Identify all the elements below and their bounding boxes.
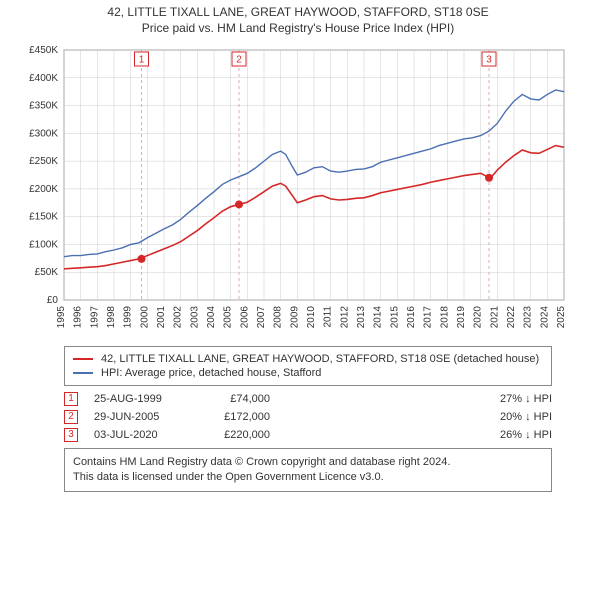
svg-text:3: 3 xyxy=(486,55,492,66)
event-diff: 27% ↓ HPI xyxy=(286,393,552,405)
svg-text:2009: 2009 xyxy=(289,306,300,329)
svg-text:2016: 2016 xyxy=(406,306,417,329)
svg-text:2006: 2006 xyxy=(239,306,250,329)
legend-item-property: 42, LITTLE TIXALL LANE, GREAT HAYWOOD, S… xyxy=(73,352,543,366)
svg-text:2000: 2000 xyxy=(139,306,150,329)
title-line-2: Price paid vs. HM Land Registry's House … xyxy=(4,20,592,36)
svg-text:£350K: £350K xyxy=(29,101,58,112)
svg-text:1995: 1995 xyxy=(56,306,67,329)
svg-text:1996: 1996 xyxy=(73,306,84,329)
event-price: £220,000 xyxy=(200,429,270,441)
svg-text:2019: 2019 xyxy=(456,306,467,329)
licence-notice: Contains HM Land Registry data © Crown c… xyxy=(64,448,552,492)
svg-text:2001: 2001 xyxy=(156,306,167,329)
event-diff: 20% ↓ HPI xyxy=(286,411,552,423)
svg-text:2: 2 xyxy=(236,55,242,66)
legend-item-hpi: HPI: Average price, detached house, Staf… xyxy=(73,366,543,380)
svg-text:£400K: £400K xyxy=(29,73,58,84)
event-row: 3 03-JUL-2020 £220,000 26% ↓ HPI xyxy=(64,426,552,444)
line-chart: £0 £50K £100K £150K £200K £250K £300K £350K £400… xyxy=(4,40,594,340)
svg-text:£200K: £200K xyxy=(29,184,58,195)
svg-text:1998: 1998 xyxy=(106,306,117,329)
svg-text:£100K: £100K xyxy=(29,240,58,251)
svg-text:2018: 2018 xyxy=(439,306,450,329)
svg-text:1999: 1999 xyxy=(123,306,134,329)
notice-line-1: Contains HM Land Registry data © Crown c… xyxy=(73,455,543,470)
svg-text:2008: 2008 xyxy=(273,306,284,329)
svg-text:£300K: £300K xyxy=(29,129,58,140)
svg-text:£0: £0 xyxy=(47,295,59,306)
event-date: 29-JUN-2005 xyxy=(94,411,184,423)
svg-text:2017: 2017 xyxy=(423,306,434,329)
svg-text:2002: 2002 xyxy=(173,306,184,329)
event-price: £74,000 xyxy=(200,393,270,405)
svg-text:2022: 2022 xyxy=(506,306,517,329)
event-date: 03-JUL-2020 xyxy=(94,429,184,441)
svg-text:1: 1 xyxy=(139,55,145,66)
svg-text:2025: 2025 xyxy=(556,306,567,329)
svg-text:1997: 1997 xyxy=(89,306,100,329)
event-list: 1 25-AUG-1999 £74,000 27% ↓ HPI 2 29-JUN-2005… xyxy=(64,390,552,444)
svg-text:2014: 2014 xyxy=(373,306,384,329)
svg-text:£50K: £50K xyxy=(35,268,59,279)
svg-text:2005: 2005 xyxy=(223,306,234,329)
svg-text:£150K: £150K xyxy=(29,212,58,223)
svg-text:2007: 2007 xyxy=(256,306,267,329)
title-line-1: 42, LITTLE TIXALL LANE, GREAT HAYWOOD, S… xyxy=(4,4,592,20)
svg-text:2010: 2010 xyxy=(306,306,317,329)
svg-text:2023: 2023 xyxy=(523,306,534,329)
svg-text:2004: 2004 xyxy=(206,306,217,329)
svg-text:2015: 2015 xyxy=(389,306,400,329)
svg-text:£450K: £450K xyxy=(29,45,58,56)
svg-text:2011: 2011 xyxy=(323,306,334,328)
chart-container: £0 £50K £100K £150K £200K £250K £300K £350K £400… xyxy=(4,40,592,340)
event-number-box: 3 xyxy=(64,428,78,442)
legend-label-property: 42, LITTLE TIXALL LANE, GREAT HAYWOOD, S… xyxy=(101,353,539,365)
event-date: 25-AUG-1999 xyxy=(94,393,184,405)
event-row: 2 29-JUN-2005 £172,000 20% ↓ HPI xyxy=(64,408,552,426)
legend-swatch-property xyxy=(73,358,93,360)
svg-text:£250K: £250K xyxy=(29,156,58,167)
svg-text:2021: 2021 xyxy=(489,306,500,329)
svg-text:2003: 2003 xyxy=(189,306,200,329)
legend-label-hpi: HPI: Average price, detached house, Staf… xyxy=(101,367,321,379)
legend-swatch-hpi xyxy=(73,372,93,374)
event-price: £172,000 xyxy=(200,411,270,423)
svg-text:2012: 2012 xyxy=(339,306,350,329)
event-row: 1 25-AUG-1999 £74,000 27% ↓ HPI xyxy=(64,390,552,408)
legend: 42, LITTLE TIXALL LANE, GREAT HAYWOOD, S… xyxy=(64,346,552,386)
event-number-box: 1 xyxy=(64,392,78,406)
svg-text:2024: 2024 xyxy=(539,306,550,329)
notice-line-2: This data is licensed under the Open Gov… xyxy=(73,470,543,485)
event-number-box: 2 xyxy=(64,410,78,424)
event-diff: 26% ↓ HPI xyxy=(286,429,552,441)
svg-text:2020: 2020 xyxy=(473,306,484,329)
svg-text:2013: 2013 xyxy=(356,306,367,329)
chart-title: 42, LITTLE TIXALL LANE, GREAT HAYWOOD, S… xyxy=(4,4,592,36)
